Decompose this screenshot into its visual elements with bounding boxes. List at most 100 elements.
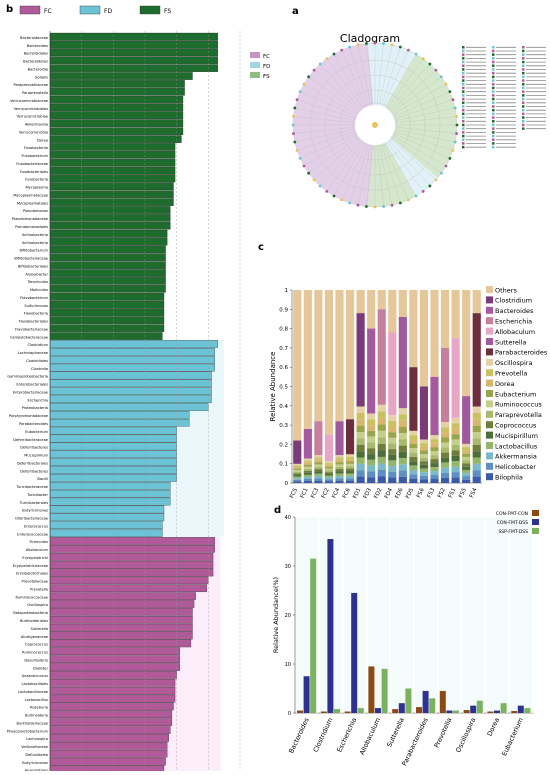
c-bar-segment [398,458,407,465]
lda-bar [49,686,176,695]
lda-bar [49,95,184,104]
lda-bar [49,292,165,301]
lda-bar [49,72,193,80]
lda-tick-label: Allobaculum [26,548,49,552]
c-bar-segment [388,332,397,416]
d-bar [327,539,334,713]
cladogram-node [365,205,368,208]
cladogram-node [356,43,360,47]
cladogram-key-swatch [462,94,465,97]
c-bar-segment [367,471,376,478]
cladogram-node [373,205,377,209]
c-bar-segment [314,459,323,463]
lda-tick-label: Erysipelotrichi [22,556,48,560]
cladogram-branch [385,53,417,107]
c-bar-segment [367,465,376,472]
cladogram-node [434,68,438,72]
c-bar-segment [451,461,460,467]
c-bar-segment [324,290,334,435]
cladogram-node [453,106,457,110]
cladogram-key-swatch [462,134,465,138]
c-bar-segment [398,470,407,477]
c-bar-segment [377,476,386,483]
cladogram-key-swatch [522,53,525,56]
d-group-band [486,517,509,713]
c-bar-segment [419,450,429,455]
lda-tick-label: Erysipelotrichales [16,572,48,576]
lda-tick-label: Deferribacteres [20,469,48,473]
c-bar-segment [335,478,344,481]
c-bar-segment [324,466,334,469]
c-bar-segment [430,443,439,448]
d-bar [303,676,310,713]
lda-tick-label: Enterobacteriales [16,383,48,387]
d-bar [453,710,459,713]
cladogram-node [448,90,452,94]
lda-bar [49,647,180,656]
lda-bar [49,40,218,49]
cladogram-key-swatch [492,83,495,86]
c-bar-segment [398,476,407,483]
lda-bar [49,221,171,230]
lda-bar [49,734,169,742]
c-bar-segment [367,419,376,426]
d-bar [334,709,340,713]
lda-tick-label: Mucispirillum [24,454,48,458]
d-bar [405,688,412,713]
lda-tick-label: Mycoplasmataceae [13,193,48,197]
cladogram-node [455,123,459,127]
c-legend-label: Oscillospira [495,359,532,367]
c-y-tick-label: 0.3 [279,423,288,429]
c-legend-label: Mucispirillum [495,432,538,440]
c-bar-segment [419,464,429,469]
c-bar-segment [293,470,302,472]
c-bar-segment [345,466,355,469]
c-bar-segment [293,478,302,480]
c-bar-segment [367,477,376,483]
cladogram-branch [366,146,373,207]
cladogram-root [372,122,378,128]
c-bar-segment [293,473,302,476]
lda-tick-label: Mollicutes [30,288,48,292]
c-bar-segment [388,437,397,444]
lda-tick-label: Flavobacteria [24,312,48,316]
cladogram-key-swatch [492,142,495,145]
c-bar-segment [324,472,334,474]
lda-bar [49,568,214,577]
cladogram-legend-label: FC [263,54,270,60]
c-legend-swatch [486,338,493,345]
lda-tick-label: Lachnospiraceae [18,351,49,355]
cladogram-key-swatch [492,108,495,112]
c-x-tick-label: FD5 [405,487,415,500]
lda-bar [49,679,176,687]
c-legend-swatch [486,286,493,293]
cladogram-node [293,106,297,110]
cladogram-key-swatch [492,49,495,53]
cladogram-key-swatch [462,49,465,53]
c-bar-segment [409,430,418,436]
lda-bar [49,88,185,96]
d-bar [351,592,358,713]
c-bar-segment [377,404,386,412]
cladogram-key-swatch [462,64,465,67]
cladogram-key-swatch [522,60,525,64]
c-bar-segment [314,455,323,458]
c-bar-segment [451,466,460,473]
cladogram-node [414,194,418,198]
c-bar-segment [462,460,471,464]
d-bar [446,710,453,713]
cladogram-node [444,164,448,168]
c-bar-segment [419,290,429,387]
c-bar-segment [377,417,386,425]
cladogram-node [348,201,352,205]
c-legend-label: Akkermansia [495,453,537,461]
lda-tick-label: Sulfurimonas [24,304,48,308]
d-bar [470,705,477,713]
d-bar [368,666,375,713]
cladogram-key-swatch [462,108,465,112]
d-bar [500,703,507,713]
lda-bar [49,300,165,309]
d-x-tick-label: Dorea [486,716,501,737]
lda-tick-label: Enterococcus [24,524,48,528]
lda-tick-label: Enterobacteriaceae [13,390,49,394]
